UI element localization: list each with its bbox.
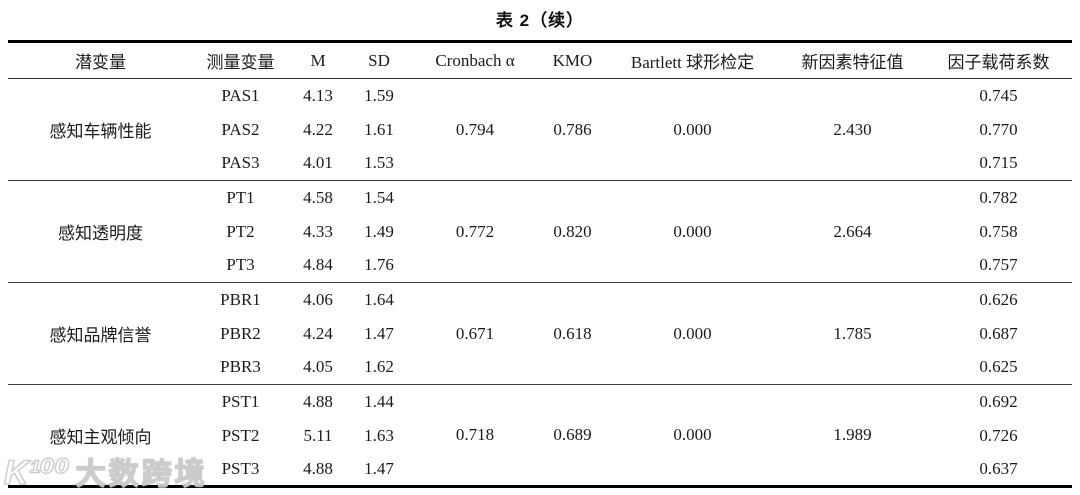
loading-cell: 0.770	[979, 119, 1018, 139]
sd-cell: 1.62	[364, 357, 394, 377]
sd-cell: 1.47	[364, 458, 394, 478]
measured-variable-cell: PST2	[221, 425, 260, 445]
measured-variable-cell: PT2	[226, 221, 255, 241]
mean-cell: 4.88	[303, 458, 333, 478]
cronbach-cell: 0.772	[455, 221, 495, 241]
table-row: PAS3 4.01 1.53 0.715	[8, 147, 1072, 181]
mean-cell: 4.05	[303, 357, 333, 377]
mean-cell: 4.06	[303, 289, 333, 309]
loading-cell: 0.782	[979, 187, 1018, 207]
table-row: PT3 4.84 1.76 0.757	[8, 249, 1072, 283]
col-header-mean: M	[310, 50, 326, 70]
loading-cell: 0.692	[979, 391, 1018, 411]
loading-cell: 0.745	[979, 85, 1018, 105]
measured-variable-cell: PAS2	[221, 119, 260, 139]
bartlett-cell: 0.000	[673, 323, 712, 343]
mean-cell: 5.11	[303, 425, 333, 445]
sd-cell: 1.64	[364, 289, 394, 309]
sd-cell: 1.49	[364, 221, 394, 241]
col-header-kmo: KMO	[552, 50, 593, 70]
eigenvalue-cell: 1.785	[833, 323, 872, 343]
mean-cell: 4.84	[303, 255, 333, 275]
loading-cell: 0.625	[979, 357, 1018, 377]
sd-cell: 1.53	[364, 153, 394, 173]
table-row: PT2 4.33 1.49 0.758	[8, 215, 1072, 249]
table-header-row: 潜变量 测量变量 M SD Cronbach α KMO Bartlett 球形…	[8, 42, 1072, 79]
measured-variable-cell: PBR2	[220, 323, 261, 343]
measured-variable-cell: PST3	[221, 458, 260, 478]
watermark-brand-text: 大数跨境	[75, 458, 208, 491]
kmo-cell: 0.618	[553, 323, 592, 343]
group-perceived-brand-reputation: 感知品牌信誉 PBR1 4.06 1.64 0.671 0.618 0.000 …	[8, 282, 1072, 385]
col-header-bartlett: Bartlett 球形检定	[630, 53, 755, 72]
measured-variable-cell: PBR3	[220, 357, 261, 377]
bartlett-cell: 0.000	[673, 119, 712, 139]
table-row: 感知车辆性能 PAS1 4.13 1.59 0.794 0.786 0.000 …	[8, 79, 1072, 141]
mean-cell: 4.22	[303, 119, 333, 139]
mean-cell: 4.88	[303, 391, 333, 411]
table-row: PBR2 4.24 1.47 0.687	[8, 317, 1072, 351]
measured-variable-cell: PAS1	[221, 85, 260, 105]
sd-cell: 1.63	[364, 425, 394, 445]
loading-cell: 0.757	[979, 255, 1018, 275]
sd-cell: 1.59	[364, 85, 394, 105]
col-header-cronbach: Cronbach α	[435, 50, 515, 70]
page-title: 表 2（续）	[495, 11, 585, 30]
kmo-cell: 0.689	[553, 425, 592, 444]
latent-variable-cell: 感知透明度	[58, 224, 143, 243]
bartlett-cell: 0.000	[673, 221, 712, 241]
loading-cell: 0.626	[979, 289, 1018, 309]
kmo-cell: 0.786	[553, 119, 592, 139]
table-row: PST2 5.11 1.63 0.726	[8, 419, 1072, 453]
col-header-eigenvalue: 新因素特征值	[801, 53, 904, 72]
measured-variable-cell: PBR1	[220, 289, 261, 309]
group-perceived-subjective-tendency: 感知主观倾向 PST1 4.88 1.44 0.718 0.689 0.000 …	[8, 384, 1072, 487]
sd-cell: 1.47	[364, 323, 394, 343]
col-header-measured: 测量变量	[206, 53, 275, 72]
cronbach-cell: 0.794	[455, 119, 495, 139]
cronbach-cell: 0.718	[455, 425, 495, 444]
loading-cell: 0.687	[979, 323, 1018, 343]
table-row: 感知透明度 PT1 4.58 1.54 0.772 0.820 0.000 2.…	[8, 181, 1072, 243]
cronbach-cell: 0.671	[455, 323, 495, 343]
col-header-latent: 潜变量	[75, 53, 126, 72]
table-row: 感知品牌信誉 PBR1 4.06 1.64 0.671 0.618 0.000 …	[8, 283, 1072, 345]
eigenvalue-cell: 2.664	[833, 221, 872, 241]
sd-cell: 1.54	[364, 187, 394, 207]
latent-variable-cell: 感知品牌信誉	[49, 326, 152, 345]
eigenvalue-cell: 2.430	[833, 119, 872, 139]
table-row: PBR3 4.05 1.62 0.625	[8, 351, 1072, 385]
measured-variable-cell: PST1	[221, 391, 260, 411]
watermark: K¹⁰⁰ 大数跨境	[3, 454, 208, 492]
loading-cell: 0.637	[979, 458, 1018, 478]
watermark-logo-icon: K¹⁰⁰	[3, 454, 70, 492]
sd-cell: 1.44	[364, 391, 394, 411]
mean-cell: 4.13	[303, 85, 333, 105]
table-row: PST3 4.88 1.47 0.637	[8, 453, 1072, 487]
eigenvalue-cell: 1.989	[833, 425, 872, 444]
table-row: 感知主观倾向 PST1 4.88 1.44 0.718 0.689 0.000 …	[8, 385, 1072, 447]
mean-cell: 4.33	[303, 221, 333, 241]
measured-variable-cell: PT1	[226, 187, 255, 207]
table-row: PAS2 4.22 1.61 0.770	[8, 113, 1072, 147]
latent-variable-cell: 感知主观倾向	[49, 427, 152, 447]
measured-variable-cell: PAS3	[221, 153, 260, 173]
group-perceived-vehicle-performance: 感知车辆性能 PAS1 4.13 1.59 0.794 0.786 0.000 …	[8, 79, 1072, 181]
group-perceived-transparency: 感知透明度 PT1 4.58 1.54 0.772 0.820 0.000 2.…	[8, 180, 1072, 283]
stats-table: 潜变量 测量变量 M SD Cronbach α KMO Bartlett 球形…	[8, 40, 1072, 488]
kmo-cell: 0.820	[553, 221, 592, 241]
latent-variable-cell: 感知车辆性能	[49, 122, 152, 141]
loading-cell: 0.758	[979, 221, 1018, 241]
loading-cell: 0.726	[979, 425, 1018, 445]
mean-cell: 4.58	[303, 187, 333, 207]
measured-variable-cell: PT3	[226, 255, 255, 275]
sd-cell: 1.76	[364, 255, 394, 275]
mean-cell: 4.01	[303, 153, 333, 173]
col-header-loading: 因子载荷系数	[947, 53, 1050, 72]
col-header-sd: SD	[368, 50, 390, 70]
loading-cell: 0.715	[979, 153, 1018, 173]
sd-cell: 1.61	[364, 119, 394, 139]
bartlett-cell: 0.000	[673, 425, 712, 444]
mean-cell: 4.24	[303, 323, 333, 343]
